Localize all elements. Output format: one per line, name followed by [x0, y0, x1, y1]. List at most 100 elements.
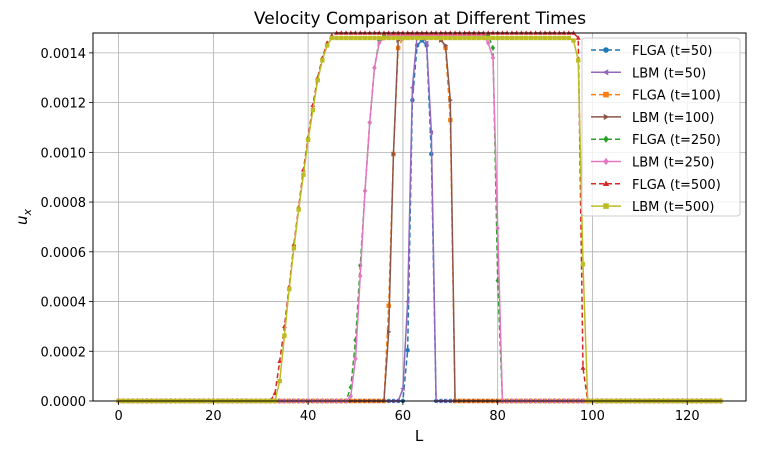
data-point: [438, 35, 444, 41]
data-point: [324, 43, 330, 48]
data-point: [575, 35, 581, 40]
data-point: [580, 262, 586, 267]
data-point: [424, 35, 429, 41]
data-point: [462, 35, 467, 41]
data-point: [495, 225, 500, 232]
data-point: [561, 35, 567, 41]
y-tick-label: 0.0008: [41, 196, 87, 211]
data-point: [362, 35, 368, 41]
data-point: [315, 78, 320, 83]
x-tick-label: 40: [300, 409, 317, 424]
legend-marker: [603, 113, 610, 120]
data-point: [301, 172, 306, 177]
data-point: [457, 35, 462, 41]
y-tick-label: 0.0010: [41, 146, 87, 161]
data-point: [367, 35, 372, 41]
data-point: [405, 348, 410, 353]
data-point: [372, 35, 377, 41]
legend-marker: [602, 180, 610, 187]
data-point: [410, 35, 415, 41]
y-tick-label: 0.0002: [41, 345, 87, 360]
data-point: [429, 35, 434, 41]
y-tick-label: 0.0014: [41, 47, 87, 62]
data-point: [348, 393, 353, 399]
legend-label: FLGA (t=100): [632, 89, 721, 104]
data-point: [386, 329, 392, 335]
data-point: [542, 35, 548, 41]
data-point: [580, 365, 586, 370]
legend-marker: [603, 203, 609, 209]
data-point: [386, 35, 391, 41]
data-point: [476, 35, 481, 41]
data-point: [329, 35, 335, 41]
x-tick-label: 120: [675, 409, 700, 424]
data-point: [395, 35, 401, 41]
x-tick-label: 60: [395, 409, 412, 424]
data-point: [519, 35, 524, 41]
data-point: [448, 35, 453, 41]
data-point: [334, 35, 339, 41]
data-point: [486, 35, 491, 41]
data-point: [471, 35, 477, 41]
data-point: [490, 45, 496, 51]
data-point: [391, 35, 396, 41]
data-point: [490, 35, 496, 41]
y-tick-label: 0.0012: [41, 97, 87, 112]
data-point: [443, 35, 448, 41]
data-point: [481, 35, 486, 41]
data-point: [405, 35, 410, 41]
data-point: [423, 40, 429, 46]
data-point: [443, 43, 449, 48]
data-point: [291, 245, 297, 251]
legend-label: FLGA (t=500): [632, 178, 721, 193]
data-point: [362, 188, 368, 194]
legend: FLGA (t=50) LBM (t=50) FLGA (t=100) LBM (t=…: [581, 37, 741, 217]
data-point: [353, 355, 358, 362]
x-tick-label: 80: [489, 409, 506, 424]
y-tick-label: 0.0000: [41, 395, 87, 410]
data-point: [528, 35, 534, 41]
legend-marker: [602, 69, 609, 76]
data-point: [566, 35, 571, 41]
legend-marker: [603, 157, 609, 166]
data-point: [552, 35, 557, 41]
data-point: [381, 35, 387, 41]
data-point: [277, 378, 282, 384]
legend-label: LBM (t=500): [632, 200, 714, 215]
data-point: [358, 35, 363, 41]
data-point: [277, 358, 283, 363]
data-point: [391, 151, 397, 157]
data-point: [467, 35, 472, 41]
data-point: [557, 35, 562, 41]
y-tick-label: 0.0006: [41, 246, 87, 261]
data-point: [372, 64, 377, 71]
axis-ticks: 0 20 40 60 80 100 120 0.0000 0.0002 0.0004 0.0006 0…: [41, 47, 700, 424]
data-point: [533, 35, 538, 41]
data-point: [409, 85, 415, 91]
data-point: [377, 35, 382, 41]
data-point: [296, 207, 301, 212]
data-point: [576, 58, 581, 63]
data-point: [405, 299, 410, 304]
chart-title: Velocity Comparison at Different Times: [254, 9, 586, 29]
data-point: [286, 286, 292, 292]
data-point: [509, 35, 515, 41]
x-tick-label: 100: [580, 409, 605, 424]
data-point: [495, 35, 500, 41]
legend-label: LBM (t=50): [632, 66, 706, 81]
data-point: [310, 107, 316, 113]
data-point: [419, 35, 425, 41]
data-point: [282, 333, 287, 338]
data-point: [348, 35, 353, 41]
legend-label: FLGA (t=50): [632, 44, 713, 59]
legend-label: LBM (t=100): [632, 111, 714, 126]
data-point: [305, 137, 311, 143]
data-point: [377, 40, 382, 46]
x-tick-label: 0: [114, 409, 122, 424]
data-point: [353, 35, 358, 41]
data-point: [400, 386, 405, 391]
data-point: [490, 55, 496, 61]
legend-label: FLGA (t=250): [632, 133, 721, 148]
data-point: [400, 35, 406, 41]
